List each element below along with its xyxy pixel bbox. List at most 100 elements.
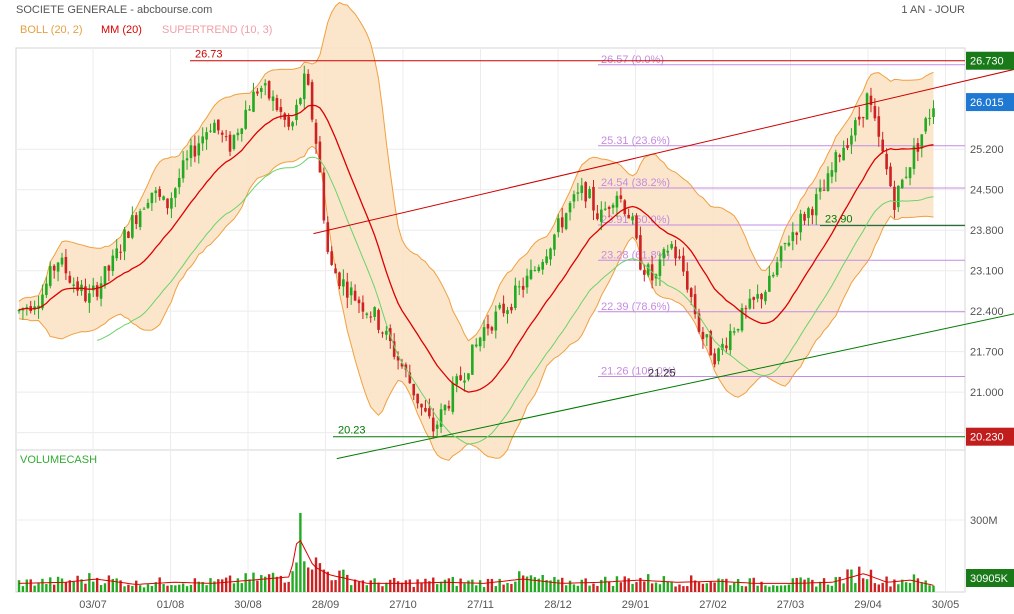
volume-bar	[103, 583, 107, 592]
volume-bar	[353, 579, 357, 592]
candle-body	[447, 405, 451, 409]
support-trendline	[336, 313, 1014, 460]
volume-bar	[451, 577, 455, 592]
legend-supertrend[interactable]: SUPERTREND (10, 3)	[162, 24, 272, 36]
volume-bar	[60, 578, 64, 592]
volume-bar	[775, 585, 779, 592]
candle-body	[639, 235, 642, 270]
volume-bar	[877, 584, 880, 592]
candle-body	[717, 348, 720, 362]
candle-body	[17, 309, 21, 312]
candle-body	[807, 208, 810, 218]
support-label: 20.23	[338, 425, 366, 437]
candle-body	[275, 98, 279, 111]
candle-body	[674, 246, 677, 259]
volume-bar	[811, 579, 814, 592]
price-badge	[966, 51, 1014, 70]
volume-bar	[850, 569, 853, 592]
candle-body	[158, 189, 161, 197]
volume-bar	[752, 577, 755, 592]
candle-body	[330, 251, 333, 265]
price-badge	[966, 93, 1014, 112]
legend-mm[interactable]: MM (20)	[101, 24, 142, 36]
candle-body	[818, 187, 822, 192]
candle-body	[623, 200, 627, 215]
volume-bar	[330, 580, 333, 592]
candle-body	[494, 311, 498, 331]
candle-body	[877, 116, 881, 137]
candle-body	[107, 265, 111, 271]
candle-body	[814, 194, 818, 216]
volume-bar	[701, 583, 705, 592]
volume-bar	[443, 579, 447, 592]
volume-bar	[416, 579, 419, 592]
volume-bar	[592, 583, 595, 592]
volume-bar	[428, 581, 431, 592]
volume-bar	[37, 583, 40, 592]
volume-bar	[904, 582, 908, 592]
volume-panel-frame	[15, 449, 966, 593]
candle-body	[91, 285, 95, 291]
volume-bar	[572, 584, 576, 592]
candle-body	[431, 417, 435, 432]
candle-body	[56, 262, 60, 272]
volume-bar	[549, 580, 552, 592]
legend-boll[interactable]: BOLL (20, 2)	[20, 24, 83, 36]
volume-bar	[521, 575, 525, 592]
volume-bar	[162, 584, 165, 592]
candle-body	[400, 363, 404, 367]
volume-bar	[682, 586, 685, 592]
volume-bar	[611, 585, 615, 592]
candle-body	[416, 393, 419, 404]
candle-body	[463, 380, 466, 383]
volume-bar	[80, 579, 83, 592]
volume-bar	[252, 572, 255, 592]
volume-bar	[772, 585, 775, 592]
volume-bar	[506, 582, 509, 592]
candle-body	[502, 303, 505, 314]
candle-body	[373, 307, 376, 317]
volume-bar	[275, 576, 279, 592]
candle-body	[517, 286, 521, 288]
candle-body	[514, 285, 517, 309]
price-badge	[966, 427, 1014, 446]
candle-body	[134, 215, 138, 225]
candle-body	[760, 293, 763, 300]
volume-bar	[713, 582, 716, 592]
candle-body	[232, 135, 236, 149]
volume-bar	[326, 571, 329, 592]
volume-bar	[709, 581, 712, 592]
candle-body	[900, 179, 904, 189]
volume-bar	[381, 586, 384, 592]
volume-bar	[240, 583, 243, 592]
candle-body	[459, 375, 462, 381]
candle-body	[768, 275, 771, 292]
x-tick-label: 03/07	[79, 599, 107, 611]
volume-bar	[525, 576, 529, 592]
volume-bar	[119, 580, 122, 592]
volume-bar	[529, 575, 533, 592]
candle-body	[916, 143, 920, 152]
candle-body	[521, 285, 525, 290]
candle-body	[154, 190, 158, 194]
volume-bar	[68, 580, 72, 592]
candle-body	[787, 242, 791, 246]
fibonacci-label: 23.28 (61.8%)	[601, 249, 670, 261]
volume-bar	[787, 584, 791, 592]
volume-bar	[897, 584, 900, 592]
candle-body	[854, 120, 857, 136]
volume-bar	[271, 572, 275, 592]
volume-bar	[736, 579, 740, 592]
candle-body	[88, 293, 91, 303]
candle-body	[60, 257, 64, 265]
candle-body	[564, 213, 568, 230]
y-tick-label: 23.800	[970, 225, 1004, 237]
candle-body	[721, 343, 724, 350]
candle-body	[377, 310, 380, 330]
candle-body	[857, 116, 861, 120]
volume-bar	[654, 582, 658, 592]
volume-bar	[435, 584, 439, 592]
volume-bar	[861, 578, 865, 592]
volume-bar	[25, 579, 29, 592]
candle-body	[287, 116, 290, 127]
